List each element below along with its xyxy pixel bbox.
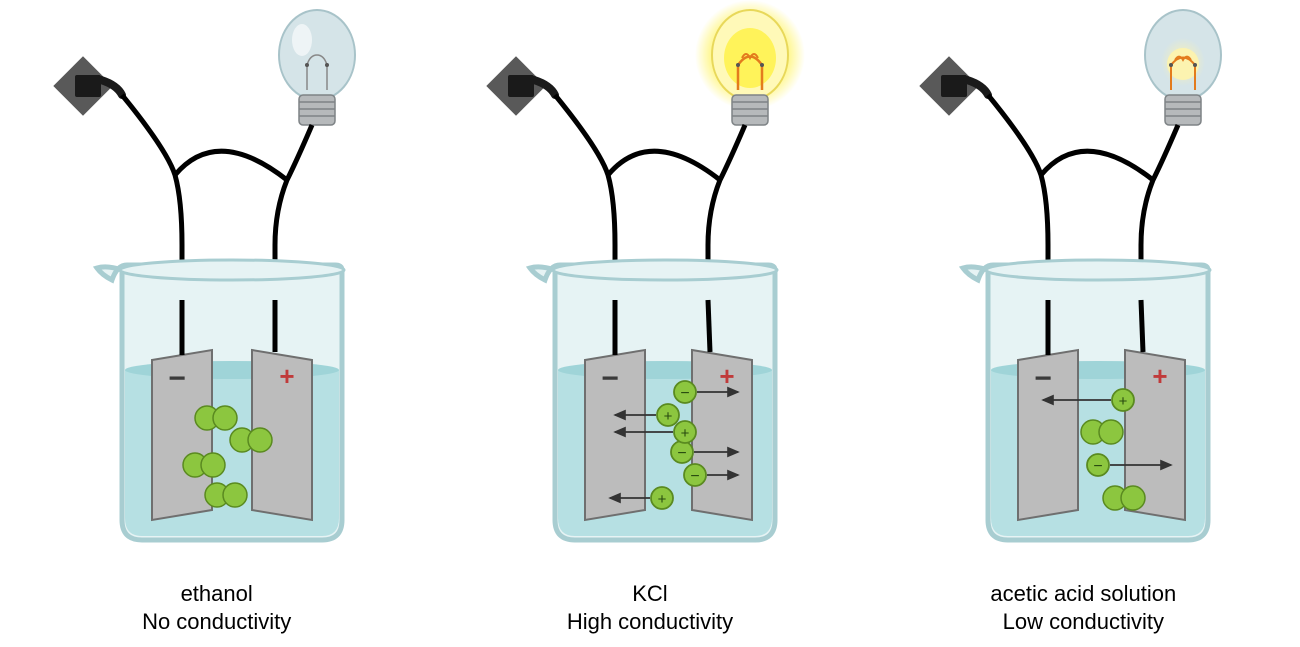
panel-acetic: − + + − acetic acid solution Low conduct… bbox=[883, 0, 1283, 647]
panel-label: acetic acid solution Low conductivity bbox=[883, 580, 1283, 637]
substance-label: acetic acid solution bbox=[883, 580, 1283, 609]
svg-text:−: − bbox=[1094, 458, 1103, 475]
panel-label: ethanol No conductivity bbox=[17, 580, 417, 637]
lightbulb-off bbox=[279, 10, 355, 125]
svg-text:−: − bbox=[690, 468, 699, 485]
minus-sign: − bbox=[168, 362, 186, 395]
electrode-negative: − bbox=[585, 350, 645, 520]
svg-text:−: − bbox=[677, 445, 686, 462]
electrode-negative: − bbox=[152, 350, 212, 520]
svg-text:+: + bbox=[1153, 361, 1168, 391]
svg-text:−: − bbox=[680, 385, 689, 402]
svg-text:+: + bbox=[681, 425, 690, 442]
diagram-kcl: − + − − − + + + bbox=[450, 0, 850, 560]
outlet bbox=[53, 56, 122, 115]
outlet bbox=[486, 56, 555, 115]
conductivity-label: Low conductivity bbox=[883, 608, 1283, 637]
plus-sign: + bbox=[279, 361, 294, 391]
svg-text:+: + bbox=[664, 408, 673, 425]
conductivity-label: No conductivity bbox=[17, 608, 417, 637]
conductivity-label: High conductivity bbox=[450, 608, 850, 637]
svg-text:−: − bbox=[601, 362, 619, 395]
diagram-ethanol: − + bbox=[17, 0, 417, 560]
svg-text:+: + bbox=[719, 361, 734, 391]
outlet bbox=[920, 56, 989, 115]
lightbulb-bright bbox=[695, 0, 805, 125]
svg-text:+: + bbox=[658, 491, 667, 508]
substance-label: KCl bbox=[450, 580, 850, 609]
panel-ethanol: − + ethanol No conductivity bbox=[17, 0, 417, 647]
panel-label: KCl High conductivity bbox=[450, 580, 850, 637]
svg-text:−: − bbox=[1035, 362, 1053, 395]
svg-text:+: + bbox=[1119, 393, 1128, 410]
panel-kcl: − + − − − + + + KCl High cond bbox=[450, 0, 850, 647]
diagram-acetic: − + + − bbox=[883, 0, 1283, 560]
substance-label: ethanol bbox=[17, 580, 417, 609]
electrode-negative: − bbox=[1018, 350, 1078, 520]
electrode-positive: + bbox=[692, 350, 752, 520]
lightbulb-dim bbox=[1145, 10, 1221, 125]
